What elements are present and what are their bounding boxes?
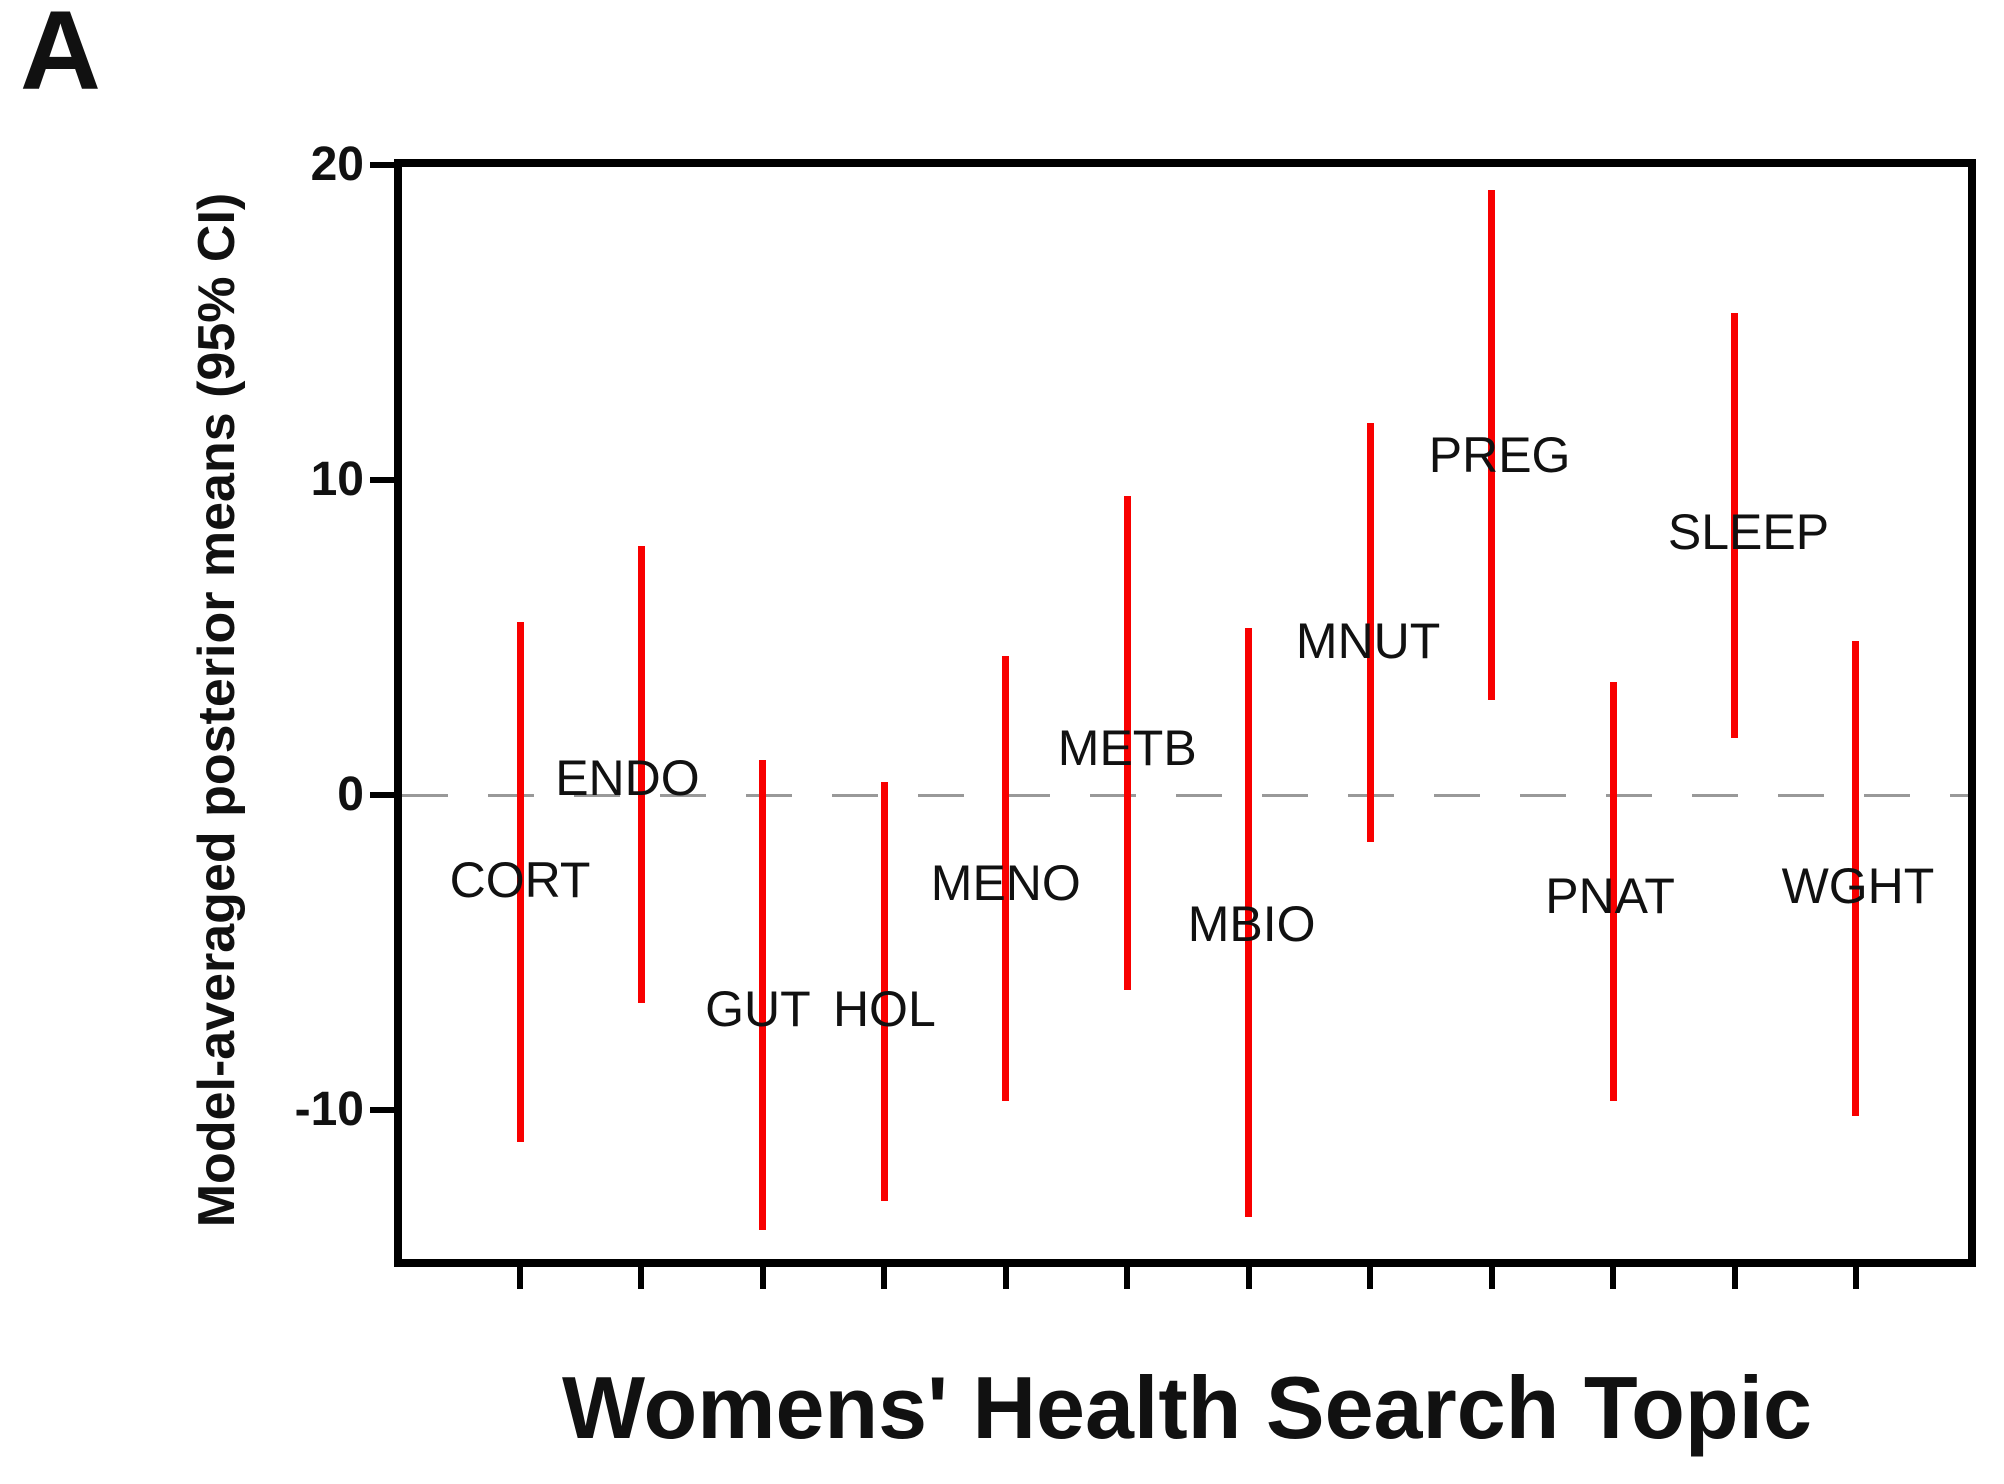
x-axis-tick-MENO bbox=[1002, 1267, 1009, 1289]
x-axis-tick-METB bbox=[1124, 1267, 1131, 1289]
x-axis-tick-CORT bbox=[517, 1267, 523, 1289]
topic-label-HOL: HOL bbox=[832, 981, 936, 1038]
topic-label-MNUT: MNUT bbox=[1295, 612, 1441, 669]
x-axis-tick-MBIO bbox=[1245, 1267, 1252, 1289]
y-axis-tick--10 bbox=[370, 1107, 394, 1113]
x-axis-title: Womens' Health Search Topic bbox=[562, 1358, 1812, 1457]
ci-bar-CORT bbox=[516, 621, 524, 1142]
topic-label-SLEEP: SLEEP bbox=[1667, 503, 1830, 560]
plot-area bbox=[394, 159, 1976, 1267]
x-axis-tick-HOL bbox=[881, 1267, 888, 1289]
ci-bar-MENO bbox=[1002, 656, 1010, 1101]
ci-bar-METB bbox=[1123, 495, 1131, 991]
panel-letter: A bbox=[20, 0, 101, 113]
x-axis-tick-GUT bbox=[759, 1267, 766, 1289]
topic-label-PREG: PREG bbox=[1428, 426, 1571, 483]
x-axis-tick-SLEEP bbox=[1731, 1267, 1738, 1289]
y-axis-tick-label-10: 10 bbox=[310, 453, 364, 506]
ci-bar-PNAT bbox=[1609, 681, 1617, 1101]
topic-label-WGHT: WGHT bbox=[1781, 858, 1935, 915]
topic-label-ENDO: ENDO bbox=[555, 749, 700, 806]
zero-reference-line bbox=[402, 794, 1968, 797]
ci-bar-ENDO bbox=[637, 546, 645, 1003]
x-axis-tick-WGHT bbox=[1852, 1267, 1859, 1289]
topic-label-PNAT: PNAT bbox=[1545, 867, 1675, 924]
y-axis-tick-label--10: -10 bbox=[294, 1083, 364, 1136]
y-axis-tick-20 bbox=[370, 162, 394, 168]
x-axis-tick-MNUT bbox=[1367, 1267, 1374, 1289]
ci-bar-GUT bbox=[759, 760, 767, 1230]
ci-bar-WGHT bbox=[1852, 640, 1860, 1117]
x-axis-tick-ENDO bbox=[638, 1267, 645, 1289]
y-axis-tick-10 bbox=[370, 477, 394, 483]
x-axis-tick-PNAT bbox=[1610, 1267, 1617, 1289]
ci-bar-PREG bbox=[1488, 190, 1496, 701]
topic-label-MBIO: MBIO bbox=[1187, 896, 1316, 953]
x-axis-tick-PREG bbox=[1488, 1267, 1495, 1289]
topic-label-CORT: CORT bbox=[449, 852, 591, 909]
topic-label-GUT: GUT bbox=[705, 981, 811, 1038]
ci-bar-MNUT bbox=[1366, 423, 1374, 843]
ci-bar-HOL bbox=[880, 782, 888, 1202]
y-axis-tick-label-20: 20 bbox=[310, 138, 364, 191]
topic-label-MENO: MENO bbox=[930, 855, 1081, 912]
topic-label-METB: METB bbox=[1057, 719, 1197, 776]
ci-bar-MBIO bbox=[1245, 628, 1253, 1218]
y-axis-tick-0 bbox=[370, 792, 394, 798]
ci-bar-SLEEP bbox=[1731, 313, 1738, 739]
y-axis-tick-label-0: 0 bbox=[337, 768, 364, 821]
